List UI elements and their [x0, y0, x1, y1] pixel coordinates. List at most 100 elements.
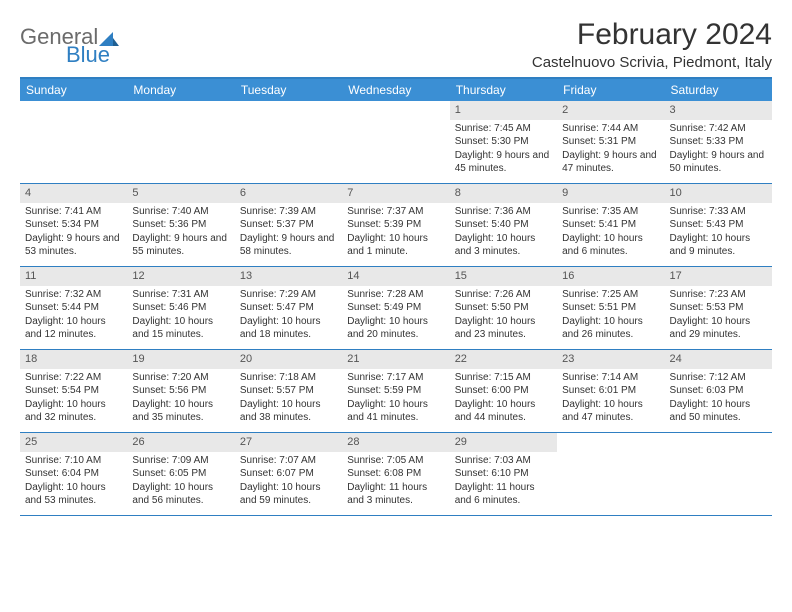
- day-cell: 1Sunrise: 7:45 AMSunset: 5:30 PMDaylight…: [450, 101, 557, 183]
- daylight-text: Daylight: 10 hours and 35 minutes.: [132, 398, 229, 425]
- week-row: 25Sunrise: 7:10 AMSunset: 6:04 PMDayligh…: [20, 433, 772, 516]
- day-cell: [342, 101, 449, 183]
- day-number: 28: [342, 433, 449, 452]
- day-cell: 12Sunrise: 7:31 AMSunset: 5:46 PMDayligh…: [127, 267, 234, 349]
- day-cell: [665, 433, 772, 515]
- day-cell: 13Sunrise: 7:29 AMSunset: 5:47 PMDayligh…: [235, 267, 342, 349]
- daylight-text: Daylight: 9 hours and 53 minutes.: [25, 232, 122, 259]
- sunrise-text: Sunrise: 7:26 AM: [455, 288, 552, 302]
- day-body: Sunrise: 7:36 AMSunset: 5:40 PMDaylight:…: [450, 203, 557, 263]
- day-body: Sunrise: 7:32 AMSunset: 5:44 PMDaylight:…: [20, 286, 127, 346]
- sunset-text: Sunset: 5:49 PM: [347, 301, 444, 315]
- day-body: Sunrise: 7:05 AMSunset: 6:08 PMDaylight:…: [342, 452, 449, 512]
- sunset-text: Sunset: 5:41 PM: [562, 218, 659, 232]
- sunrise-text: Sunrise: 7:39 AM: [240, 205, 337, 219]
- day-number: 4: [20, 184, 127, 203]
- day-body: Sunrise: 7:07 AMSunset: 6:07 PMDaylight:…: [235, 452, 342, 512]
- week-row: 1Sunrise: 7:45 AMSunset: 5:30 PMDaylight…: [20, 101, 772, 184]
- daylight-text: Daylight: 10 hours and 12 minutes.: [25, 315, 122, 342]
- day-number: 24: [665, 350, 772, 369]
- daylight-text: Daylight: 10 hours and 15 minutes.: [132, 315, 229, 342]
- sunset-text: Sunset: 5:31 PM: [562, 135, 659, 149]
- sunset-text: Sunset: 5:46 PM: [132, 301, 229, 315]
- day-number: 22: [450, 350, 557, 369]
- daylight-text: Daylight: 10 hours and 6 minutes.: [562, 232, 659, 259]
- daylight-text: Daylight: 10 hours and 56 minutes.: [132, 481, 229, 508]
- day-number: 16: [557, 267, 664, 286]
- day-number: 29: [450, 433, 557, 452]
- day-body: Sunrise: 7:31 AMSunset: 5:46 PMDaylight:…: [127, 286, 234, 346]
- title-block: February 2024 Castelnuovo Scrivia, Piedm…: [532, 18, 772, 71]
- day-cell: 9Sunrise: 7:35 AMSunset: 5:41 PMDaylight…: [557, 184, 664, 266]
- weekday-header: Sunday: [20, 79, 127, 101]
- weekday-header-row: Sunday Monday Tuesday Wednesday Thursday…: [20, 79, 772, 101]
- day-body: Sunrise: 7:42 AMSunset: 5:33 PMDaylight:…: [665, 120, 772, 180]
- day-number: 14: [342, 267, 449, 286]
- day-number: 2: [557, 101, 664, 120]
- day-number: 18: [20, 350, 127, 369]
- sunrise-text: Sunrise: 7:10 AM: [25, 454, 122, 468]
- day-number: 26: [127, 433, 234, 452]
- sunset-text: Sunset: 6:05 PM: [132, 467, 229, 481]
- weekday-header: Thursday: [450, 79, 557, 101]
- sunrise-text: Sunrise: 7:14 AM: [562, 371, 659, 385]
- sunrise-text: Sunrise: 7:12 AM: [670, 371, 767, 385]
- daylight-text: Daylight: 10 hours and 3 minutes.: [455, 232, 552, 259]
- sunrise-text: Sunrise: 7:45 AM: [455, 122, 552, 136]
- sunset-text: Sunset: 6:01 PM: [562, 384, 659, 398]
- day-cell: 15Sunrise: 7:26 AMSunset: 5:50 PMDayligh…: [450, 267, 557, 349]
- sunset-text: Sunset: 5:30 PM: [455, 135, 552, 149]
- day-body: Sunrise: 7:12 AMSunset: 6:03 PMDaylight:…: [665, 369, 772, 429]
- day-body: Sunrise: 7:03 AMSunset: 6:10 PMDaylight:…: [450, 452, 557, 512]
- week-row: 4Sunrise: 7:41 AMSunset: 5:34 PMDaylight…: [20, 184, 772, 267]
- sunrise-text: Sunrise: 7:41 AM: [25, 205, 122, 219]
- day-cell: [557, 433, 664, 515]
- daylight-text: Daylight: 10 hours and 26 minutes.: [562, 315, 659, 342]
- day-cell: 7Sunrise: 7:37 AMSunset: 5:39 PMDaylight…: [342, 184, 449, 266]
- daylight-text: Daylight: 10 hours and 41 minutes.: [347, 398, 444, 425]
- day-cell: 23Sunrise: 7:14 AMSunset: 6:01 PMDayligh…: [557, 350, 664, 432]
- sunset-text: Sunset: 5:43 PM: [670, 218, 767, 232]
- day-number: [557, 433, 664, 437]
- daylight-text: Daylight: 10 hours and 38 minutes.: [240, 398, 337, 425]
- sunset-text: Sunset: 5:36 PM: [132, 218, 229, 232]
- sunrise-text: Sunrise: 7:20 AM: [132, 371, 229, 385]
- day-cell: 6Sunrise: 7:39 AMSunset: 5:37 PMDaylight…: [235, 184, 342, 266]
- sunset-text: Sunset: 5:56 PM: [132, 384, 229, 398]
- day-body: Sunrise: 7:39 AMSunset: 5:37 PMDaylight:…: [235, 203, 342, 263]
- day-body: Sunrise: 7:18 AMSunset: 5:57 PMDaylight:…: [235, 369, 342, 429]
- day-number: 27: [235, 433, 342, 452]
- daylight-text: Daylight: 10 hours and 44 minutes.: [455, 398, 552, 425]
- day-cell: 24Sunrise: 7:12 AMSunset: 6:03 PMDayligh…: [665, 350, 772, 432]
- sunset-text: Sunset: 5:47 PM: [240, 301, 337, 315]
- month-title: February 2024: [532, 18, 772, 52]
- day-body: Sunrise: 7:40 AMSunset: 5:36 PMDaylight:…: [127, 203, 234, 263]
- week-row: 11Sunrise: 7:32 AMSunset: 5:44 PMDayligh…: [20, 267, 772, 350]
- sunrise-text: Sunrise: 7:31 AM: [132, 288, 229, 302]
- day-body: Sunrise: 7:15 AMSunset: 6:00 PMDaylight:…: [450, 369, 557, 429]
- day-cell: 22Sunrise: 7:15 AMSunset: 6:00 PMDayligh…: [450, 350, 557, 432]
- daylight-text: Daylight: 10 hours and 50 minutes.: [670, 398, 767, 425]
- calendar-grid: Sunday Monday Tuesday Wednesday Thursday…: [20, 77, 772, 516]
- day-body: Sunrise: 7:41 AMSunset: 5:34 PMDaylight:…: [20, 203, 127, 263]
- weekday-header: Tuesday: [235, 79, 342, 101]
- day-cell: 25Sunrise: 7:10 AMSunset: 6:04 PMDayligh…: [20, 433, 127, 515]
- daylight-text: Daylight: 11 hours and 3 minutes.: [347, 481, 444, 508]
- day-cell: 17Sunrise: 7:23 AMSunset: 5:53 PMDayligh…: [665, 267, 772, 349]
- day-number: 7: [342, 184, 449, 203]
- week-row: 18Sunrise: 7:22 AMSunset: 5:54 PMDayligh…: [20, 350, 772, 433]
- daylight-text: Daylight: 10 hours and 23 minutes.: [455, 315, 552, 342]
- sunset-text: Sunset: 6:04 PM: [25, 467, 122, 481]
- sunrise-text: Sunrise: 7:32 AM: [25, 288, 122, 302]
- day-cell: 2Sunrise: 7:44 AMSunset: 5:31 PMDaylight…: [557, 101, 664, 183]
- daylight-text: Daylight: 10 hours and 59 minutes.: [240, 481, 337, 508]
- brand-text-blue: Blue: [20, 44, 121, 66]
- sunset-text: Sunset: 5:34 PM: [25, 218, 122, 232]
- day-number: 6: [235, 184, 342, 203]
- sunset-text: Sunset: 5:51 PM: [562, 301, 659, 315]
- daylight-text: Daylight: 9 hours and 55 minutes.: [132, 232, 229, 259]
- day-body: Sunrise: 7:23 AMSunset: 5:53 PMDaylight:…: [665, 286, 772, 346]
- sunset-text: Sunset: 6:08 PM: [347, 467, 444, 481]
- day-cell: 18Sunrise: 7:22 AMSunset: 5:54 PMDayligh…: [20, 350, 127, 432]
- day-number: [665, 433, 772, 437]
